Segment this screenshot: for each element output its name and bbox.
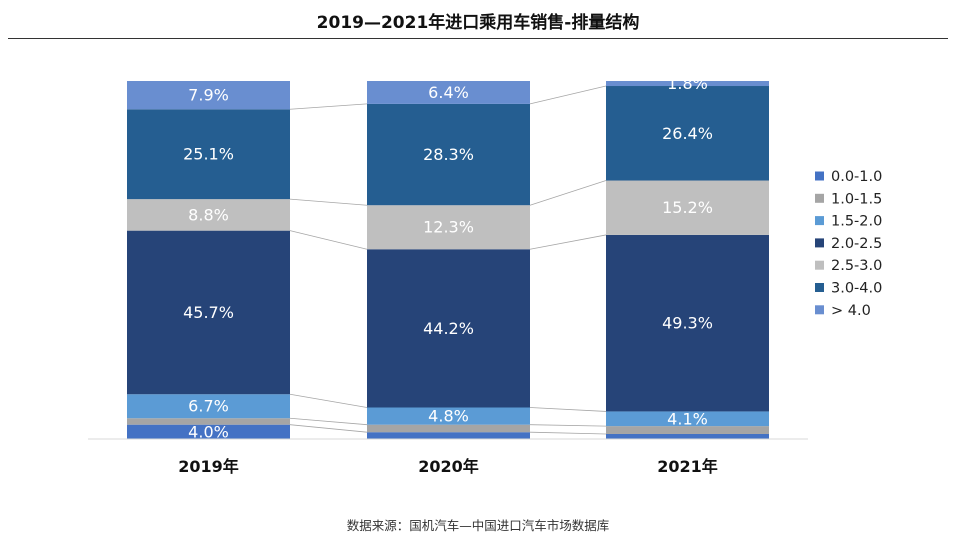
legend-swatch <box>815 238 824 248</box>
connector-line <box>289 417 368 426</box>
category-label: 2021年 <box>657 457 718 476</box>
connector-line <box>529 234 607 250</box>
legend-label: 0.0-1.0 <box>831 169 882 185</box>
segment-label: 15.2% <box>662 198 713 217</box>
connector-line <box>289 393 368 408</box>
segment-label: 4.0% <box>188 422 229 441</box>
segment-label: 44.2% <box>423 319 474 338</box>
bar-segment <box>367 249 530 408</box>
bar-segment <box>367 424 530 433</box>
bar-segment <box>367 103 530 206</box>
category-labels-group: 2019年 2020年 2021年 <box>178 457 718 476</box>
legend-swatch <box>815 193 824 203</box>
segment-labels-group: 4.0% 6.7% 45.7% 8.8% 25.1% 7.9% 4.8% 44.2% 12.3%… <box>183 74 713 441</box>
category-label: 2020年 <box>418 457 479 476</box>
segment-label: 4.1% <box>667 409 708 428</box>
legend-label: > 4.0 <box>831 303 871 319</box>
connector-line <box>529 424 607 427</box>
bar-segment <box>367 432 530 439</box>
bar-segment <box>606 411 769 427</box>
connector-line <box>289 198 368 206</box>
connector-line <box>529 180 607 206</box>
segment-label: 1.8% <box>667 74 708 93</box>
segment-label: 49.3% <box>662 314 713 333</box>
connector-line <box>529 85 607 105</box>
legend-label: 1.5-2.0 <box>831 214 882 230</box>
bar-segment <box>606 234 769 412</box>
bar-segment <box>367 81 530 104</box>
bar-segment <box>367 407 530 425</box>
bar-segment <box>127 418 290 425</box>
legend-swatch <box>815 283 824 292</box>
bar-segment <box>606 86 769 181</box>
segment-label: 12.3% <box>423 218 474 237</box>
legend-label: 2.0-2.5 <box>831 236 882 252</box>
chart-title: 2019—2021年进口乘用车销售-排量结构 <box>316 13 640 33</box>
connector-line <box>289 103 368 110</box>
bar-segment <box>606 81 769 87</box>
bar-segment <box>606 433 769 439</box>
connector-line <box>529 407 607 412</box>
bar-segment <box>606 180 769 235</box>
bar-segment <box>127 109 290 200</box>
category-label: 2019年 <box>178 457 239 476</box>
bar-segment <box>606 426 769 434</box>
segment-label: 25.1% <box>183 145 234 164</box>
segment-label: 45.7% <box>183 303 234 322</box>
bar-segment <box>127 81 290 110</box>
stacked-bar-chart: 4.0% 6.7% 45.7% 8.8% 25.1% 7.9% 4.8% 44.2% 12.3%… <box>88 74 883 476</box>
connector-line <box>529 431 607 435</box>
series-connector-lines <box>289 85 607 435</box>
segment-label: 8.8% <box>188 205 229 224</box>
legend-label: 3.0-4.0 <box>831 281 882 297</box>
bar-segment <box>127 424 290 439</box>
legend-label: 2.5-3.0 <box>831 258 882 274</box>
segment-label: 6.4% <box>428 83 469 102</box>
bar-segment <box>127 199 290 231</box>
legend-swatch <box>815 260 824 270</box>
segment-label: 26.4% <box>662 124 713 143</box>
segment-label: 6.7% <box>188 397 229 416</box>
legend-label: 1.0-1.5 <box>831 191 882 207</box>
bar-segment <box>127 394 290 419</box>
legend-swatch <box>815 216 824 226</box>
bar-segment <box>127 230 290 395</box>
title-divider <box>8 38 948 39</box>
bars-group <box>127 81 769 439</box>
bar-segment <box>367 205 530 250</box>
segment-label: 4.8% <box>428 407 469 426</box>
segment-label: 28.3% <box>423 145 474 164</box>
legend: 0.0-1.0 1.0-1.5 1.5-2.0 2.0-2.5 2.5-3.0 3.0-4… <box>815 169 882 319</box>
connector-line <box>289 230 368 250</box>
legend-swatch <box>815 171 824 181</box>
legend-swatch <box>815 305 824 315</box>
segment-label: 7.9% <box>188 86 229 105</box>
connector-line <box>289 424 368 433</box>
data-source-note: 数据来源：国机汽车—中国进口汽车市场数据库 <box>346 518 610 533</box>
